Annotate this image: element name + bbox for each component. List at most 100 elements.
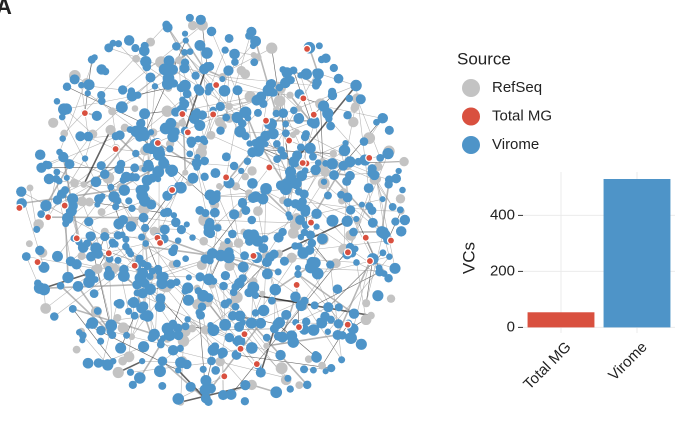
network-node	[195, 272, 205, 282]
network-node	[218, 85, 231, 97]
network-node	[172, 278, 181, 287]
network-node	[82, 357, 94, 369]
network-node	[123, 331, 131, 339]
edge	[276, 159, 294, 234]
network-node	[311, 81, 321, 90]
network-node	[199, 135, 208, 144]
network-node	[113, 299, 121, 307]
network-node	[380, 270, 388, 277]
network-node	[71, 259, 82, 270]
network-node	[132, 149, 140, 158]
network-node	[260, 182, 272, 195]
network-node	[60, 103, 73, 115]
edge	[295, 306, 329, 323]
network-node	[294, 187, 303, 196]
network-node	[252, 359, 261, 369]
network-node	[16, 186, 27, 197]
network-node	[132, 54, 141, 63]
network-node	[199, 236, 209, 246]
network-node	[246, 342, 258, 354]
network-node	[250, 58, 259, 67]
network-node	[351, 245, 359, 253]
network-node	[379, 249, 387, 257]
network-node	[125, 307, 133, 315]
network-node	[63, 174, 70, 181]
network-node	[300, 132, 310, 142]
network-node	[175, 367, 182, 374]
network-node	[251, 309, 260, 317]
network-node	[345, 332, 357, 345]
network-node	[262, 333, 271, 342]
network-node	[203, 61, 211, 69]
network-node	[169, 79, 179, 88]
network-node	[26, 184, 34, 192]
network-node	[278, 227, 287, 237]
network-node	[299, 94, 308, 103]
network-node	[126, 368, 135, 376]
edge	[89, 201, 165, 214]
network-node	[135, 184, 146, 196]
network-node	[122, 235, 130, 243]
network-node	[72, 234, 81, 243]
network-node	[203, 273, 215, 286]
network-node	[138, 233, 146, 241]
network-node	[399, 214, 411, 226]
network-node	[225, 102, 233, 110]
network-node	[332, 284, 343, 294]
network-node	[231, 302, 240, 311]
network-node	[97, 97, 106, 105]
network-node	[294, 264, 302, 272]
network-node	[80, 181, 88, 188]
network-node	[318, 361, 326, 370]
network-node	[176, 225, 186, 235]
network-node	[193, 108, 201, 115]
network-node	[58, 113, 66, 121]
network-node	[282, 120, 290, 128]
network-node	[358, 201, 365, 208]
network-node	[142, 240, 150, 247]
edge	[161, 360, 209, 403]
network-node	[143, 262, 152, 271]
network-node	[238, 119, 247, 128]
network-node	[369, 170, 380, 181]
network-node	[155, 268, 163, 276]
network-node	[102, 359, 114, 371]
network-node	[89, 289, 99, 299]
network-node	[197, 289, 210, 302]
network-node	[359, 137, 369, 146]
network-node	[295, 242, 303, 250]
network-node	[181, 322, 190, 331]
network-node	[185, 13, 194, 22]
bar	[603, 179, 671, 328]
network-node	[212, 80, 221, 90]
network-node	[355, 94, 366, 105]
y-tick-label: 400	[490, 206, 515, 223]
y-axis-label: VCs	[459, 242, 478, 274]
network-node	[211, 366, 220, 375]
network-node	[87, 270, 96, 279]
network-node	[15, 203, 24, 213]
network-node	[295, 214, 306, 225]
network-node	[200, 172, 209, 182]
network-node	[178, 119, 187, 127]
network-node	[86, 317, 99, 329]
network-node	[85, 231, 94, 240]
network-node	[80, 109, 89, 118]
network-node	[391, 173, 402, 184]
network-node	[232, 85, 243, 96]
network-node	[300, 207, 311, 217]
network-node	[275, 362, 288, 375]
network-node	[154, 175, 162, 183]
network-node	[126, 90, 138, 102]
edge	[247, 118, 253, 153]
network-node	[348, 308, 360, 319]
network-node	[186, 150, 194, 158]
network-node	[384, 273, 393, 283]
network-node	[206, 130, 216, 140]
network-node	[93, 307, 102, 315]
network-node	[209, 207, 220, 218]
network-node	[272, 319, 283, 330]
network-node	[316, 318, 328, 329]
legend-label: Total MG	[492, 107, 552, 124]
network-node	[141, 223, 150, 233]
